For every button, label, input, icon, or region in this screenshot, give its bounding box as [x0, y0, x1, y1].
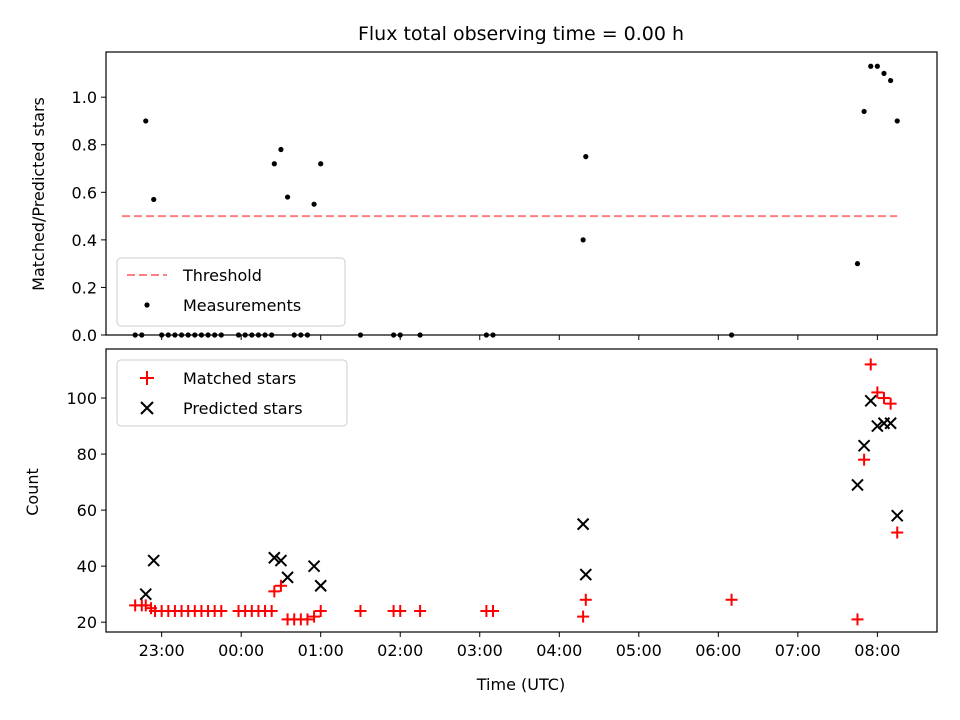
measurement-point-41: [881, 70, 887, 77]
measurement-point-34: [580, 237, 586, 243]
matched-point-42: [877, 392, 890, 405]
legend-measurements-label: Measurements: [183, 296, 301, 315]
x-tick-label-7: 06:00: [695, 641, 741, 660]
predicted-point-0: [139, 587, 152, 601]
x-tick-label-4: 03:00: [457, 641, 503, 660]
bottom-panel-x-ticks: 23:00 00:00 01:00 02:00 03:00 04:00 05:00 06:00…: [139, 632, 900, 660]
bottom-y-tick-label-2: 60: [77, 501, 97, 520]
predicted-point-14: [884, 417, 897, 430]
measurement-point-37: [854, 261, 861, 267]
measurement-point-39: [868, 63, 874, 69]
legend-matched-label: Matched stars: [183, 369, 296, 388]
measurement-point-22: [284, 194, 291, 200]
x-tick-label-6: 05:00: [616, 641, 662, 660]
matched-point-37: [725, 593, 738, 606]
matched-point-20: [265, 604, 278, 617]
matched-point-31: [394, 604, 407, 617]
bottom-legend-box: [116, 359, 348, 427]
predicted-point-6: [314, 579, 327, 592]
top-y-tick-label-4: 0.8: [72, 136, 97, 155]
matched-point-22: [274, 579, 287, 592]
matched-point-36: [579, 593, 592, 606]
matched-point-28: [314, 604, 327, 617]
predicted-point-15: [891, 509, 904, 522]
legend-measurements-swatch: [144, 302, 150, 308]
legend-matched-swatch: [140, 371, 154, 385]
legend-predicted-swatch: [140, 401, 154, 415]
predicted-point-9: [851, 478, 864, 492]
measurement-point-27: [318, 161, 324, 167]
matched-point-29: [354, 604, 367, 617]
matched-point-26: [301, 613, 314, 626]
top-panel-y-ticks: 0.0 0.2 0.4 0.6 0.8 1.0: [72, 88, 106, 345]
top-y-tick-label-3: 0.6: [72, 183, 97, 202]
predicted-point-11: [864, 394, 877, 408]
x-tick-label-8: 07:00: [775, 641, 821, 660]
legend-predicted-label: Predicted stars: [183, 399, 303, 418]
measurement-point-21: [278, 146, 284, 153]
matched-point-32: [414, 604, 427, 617]
top-legend-box: [116, 257, 346, 327]
predicted-point-12: [871, 419, 884, 433]
bottom-y-axis-label: Count: [23, 468, 42, 516]
bottom-y-tick-label-0: 20: [77, 613, 97, 632]
measurement-point-42: [888, 77, 894, 84]
top-panel-frame: [105, 51, 938, 336]
predicted-point-3: [274, 554, 288, 567]
x-tick-label-1: 00:00: [218, 641, 264, 660]
top-y-tick-label-2: 0.4: [72, 231, 97, 250]
measurement-point-38: [861, 108, 867, 115]
x-tick-label-9: 08:00: [854, 641, 900, 660]
matched-point-38: [851, 613, 864, 626]
matched-point-34: [487, 604, 500, 617]
bottom-panel: 20 40 60 80 100 23:00 00:00 01:00 02:00 03:00 04:…: [23, 348, 938, 694]
predicted-point-8: [579, 568, 592, 581]
x-tick-label-2: 01:00: [298, 641, 344, 660]
predicted-point-4: [281, 571, 294, 584]
x-tick-label-5: 04:00: [536, 641, 582, 660]
top-y-axis-label: Matched/Predicted stars: [29, 97, 48, 291]
x-axis-label: Time (UTC): [476, 675, 565, 694]
x-tick-label-3: 02:00: [377, 641, 423, 660]
measurement-point-43: [894, 118, 900, 124]
predicted-point-1: [147, 554, 160, 567]
top-panel-x-ticks: [161, 335, 878, 340]
top-y-tick-label-5: 1.0: [72, 88, 97, 107]
measurement-point-26: [311, 201, 317, 207]
matched-point-41: [871, 386, 884, 399]
bottom-legend: Matched stars Predicted stars: [116, 359, 348, 427]
matched-point-27: [308, 610, 321, 623]
measurement-point-3: [151, 196, 157, 203]
predicted-point-5: [307, 559, 321, 573]
predicted-point-10: [857, 439, 871, 452]
measurement-point-40: [874, 63, 880, 69]
top-panel: 0.0 0.2 0.4 0.6 0.8 1.0 Matched/Predicted sta…: [29, 51, 938, 345]
top-y-tick-label-1: 0.2: [72, 278, 97, 297]
matched-point-14: [215, 604, 228, 617]
measurement-point-20: [271, 161, 277, 167]
matched-point-2: [139, 599, 152, 612]
matched-point-35: [577, 610, 590, 623]
bottom-y-tick-label-1: 40: [77, 557, 97, 576]
bottom-y-tick-label-3: 80: [77, 445, 97, 464]
legend-threshold-label: Threshold: [182, 266, 262, 285]
bottom-panel-y-ticks: 20 40 60 80 100: [66, 389, 106, 632]
matched-point-44: [891, 526, 904, 539]
measurement-point-35: [583, 154, 589, 160]
matched-point-40: [864, 358, 877, 371]
bottom-panel-marks: [129, 358, 904, 626]
bottom-y-tick-label-4: 100: [66, 389, 97, 408]
chart-title: Flux total observing time = 0.00 h: [358, 23, 684, 45]
x-tick-label-0: 23:00: [139, 641, 185, 660]
measurement-point-2: [143, 118, 149, 124]
bottom-panel-frame: [105, 348, 938, 633]
predicted-point-7: [576, 517, 590, 531]
predicted-point-2: [268, 551, 281, 564]
matched-point-21: [268, 585, 281, 598]
matched-point-43: [884, 397, 897, 410]
top-legend: Threshold Measurements: [116, 257, 346, 327]
matched-point-39: [858, 453, 871, 466]
top-y-tick-label-0: 0.0: [72, 326, 97, 345]
